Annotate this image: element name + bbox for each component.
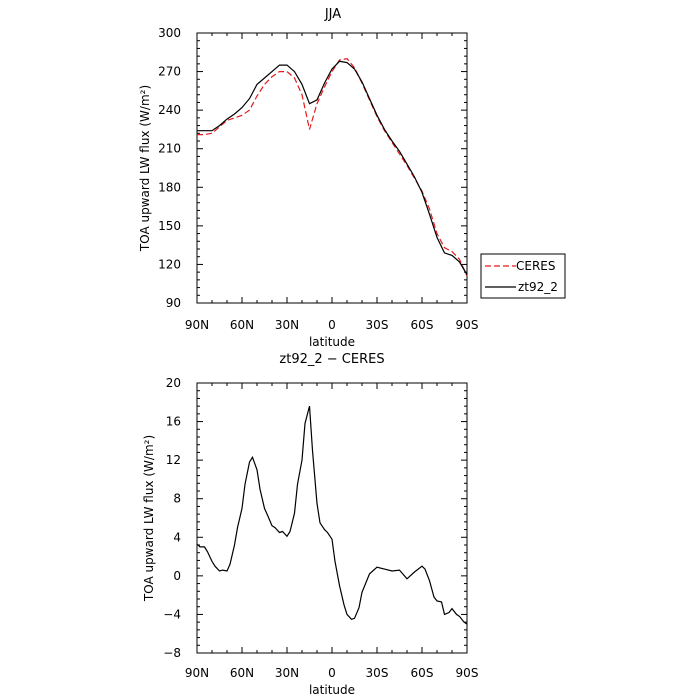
chart-title-bottom: zt92_2 − CERES: [279, 352, 384, 367]
series-line-zt92-2: [197, 60, 468, 276]
legend-label-ceres: CERES: [516, 259, 556, 273]
x-tick-label: 30S: [366, 318, 389, 332]
y-tick-label: 300: [158, 26, 181, 40]
x-tick-label: 60S: [411, 666, 434, 680]
y-tick-label: 20: [166, 376, 181, 390]
y-tick-label: 16: [166, 415, 181, 429]
x-axis-label-top: latitude: [309, 335, 355, 349]
x-tick-labels-top: 90N 60N 30N 0 30S 60S 90S: [185, 318, 479, 332]
y-tick-label: −4: [163, 607, 181, 621]
x-tick-label: 0: [328, 666, 336, 680]
x-tick-label: 90S: [456, 666, 479, 680]
x-tick-label: 30S: [366, 666, 389, 680]
legend-label-zt92-2: zt92_2: [518, 280, 558, 294]
x-tick-label: 90S: [456, 318, 479, 332]
x-tick-label: 60S: [411, 318, 434, 332]
plot-area-top: [196, 32, 468, 304]
x-tick-labels-bottom: 90N 60N 30N 0 30S 60S 90S: [185, 666, 479, 680]
x-tick-label: 0: [328, 318, 336, 332]
y-tick-labels-bottom: −8 −4 0 4 8 12 16 20: [163, 376, 181, 660]
y-tick-labels-top: 90 120 150 180 210 240 270 300: [158, 26, 181, 310]
chart-title-top: JJA: [324, 7, 341, 22]
y-tick-label: 210: [158, 142, 181, 156]
y-tick-label: −8: [163, 646, 181, 660]
x-tick-label: 60N: [230, 666, 254, 680]
y-tick-label: 0: [173, 569, 181, 583]
tick-marks-bottom: [196, 382, 468, 654]
plot-area-bottom: [196, 382, 468, 654]
panel-top: JJA 90 120 150 180 210 240 270 300 90N 6…: [138, 7, 478, 349]
y-tick-label: 8: [173, 492, 181, 506]
y-axis-label-bottom: TOA upward LW flux (W/m²): [142, 435, 156, 602]
x-axis-label-bottom: latitude: [309, 683, 355, 697]
y-tick-label: 120: [158, 257, 181, 271]
y-tick-label: 270: [158, 65, 181, 79]
y-tick-label: 90: [166, 296, 181, 310]
panel-bottom: zt92_2 − CERES −8 −4 0 4 8 12 16 20 90N …: [142, 352, 478, 697]
x-tick-label: 90N: [185, 666, 209, 680]
legend: CERES zt92_2: [480, 253, 566, 299]
y-axis-label-top: TOA upward LW flux (W/m²): [138, 85, 152, 252]
y-tick-label: 4: [173, 530, 181, 544]
y-tick-label: 240: [158, 103, 181, 117]
x-tick-label: 30N: [275, 666, 299, 680]
tick-marks-top: [196, 32, 468, 304]
series-line-difference: [196, 405, 468, 625]
series-line-ceres: [197, 58, 468, 277]
x-tick-label: 60N: [230, 318, 254, 332]
y-tick-label: 180: [158, 180, 181, 194]
x-tick-label: 30N: [275, 318, 299, 332]
x-tick-label: 90N: [185, 318, 209, 332]
legend-box: [480, 253, 566, 299]
y-tick-label: 150: [158, 219, 181, 233]
y-tick-label: 12: [166, 453, 181, 467]
